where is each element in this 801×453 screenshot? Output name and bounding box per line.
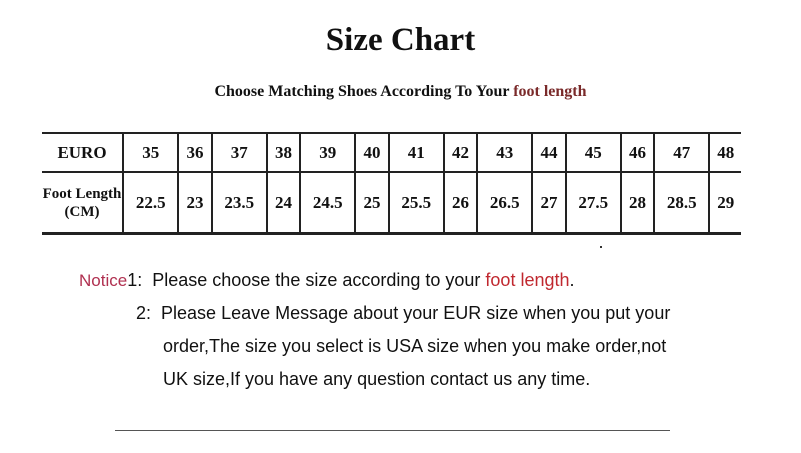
foot-length-cell: 26.5 (476, 172, 534, 234)
notice-line-4: UK size,If you have any question contact… (163, 369, 591, 389)
euro-size-cell: 46 (619, 133, 656, 173)
euro-size-cell: 38 (265, 133, 302, 173)
item-number: 2: (136, 303, 152, 323)
divider (115, 430, 670, 431)
euro-size-cell: 45 (564, 133, 622, 173)
euro-size-cell: 40 (354, 133, 390, 173)
foot-length-cell: 28 (619, 172, 656, 234)
euro-size-cell: 39 (299, 133, 357, 173)
foot-length-cell: 27 (531, 172, 567, 234)
euro-size-cell: 48 (708, 133, 741, 173)
notice-end: . (569, 270, 575, 290)
euro-size-cell: 41 (387, 133, 445, 173)
item-number: 1: (127, 270, 143, 290)
foot-length-cell: 28.5 (653, 172, 711, 234)
dot-mark (600, 246, 602, 248)
foot-length-cell: 25 (354, 172, 390, 234)
euro-size-cell: 42 (442, 133, 479, 173)
notice-text: Please choose the size according to your (152, 270, 486, 290)
euro-size-cell: 47 (653, 133, 711, 173)
euro-size-cell: 35 (121, 133, 180, 173)
foot-length-cell: 29 (708, 172, 741, 234)
euro-size-cell: 44 (531, 133, 567, 173)
subtitle-text: Choose Matching Shoes According To Your (214, 83, 514, 100)
foot-length-cell: 25.5 (387, 172, 445, 234)
notice-text: Please Leave Message about your EUR size… (161, 303, 671, 323)
euro-size-cell: 36 (177, 133, 213, 173)
subtitle-highlight: foot length (513, 83, 587, 100)
euro-size-cell: 37 (210, 133, 268, 173)
foot-length-cell: 26 (442, 172, 479, 234)
subtitle: Choose Matching Shoes According To Your … (0, 83, 801, 101)
foot-length-header: Foot Length (CM) (42, 172, 124, 234)
euro-header: EURO (42, 133, 124, 173)
notice-line-1: Notice1: Please choose the size accordin… (79, 270, 575, 291)
foot-length-cell: 23.5 (210, 172, 268, 234)
notice-line-3: order,The size you select is USA size wh… (163, 336, 667, 356)
foot-length-cell: 27.5 (564, 172, 622, 234)
foot-length-cell: 22.5 (121, 172, 180, 234)
foot-length-cell: 24.5 (299, 172, 357, 234)
page-title: Size Chart (325, 22, 476, 58)
notice-highlight: foot length (485, 270, 570, 290)
notice-label: Notice (79, 271, 128, 290)
size-table: EURO 35 36 37 38 39 40 41 42 43 44 45 46 47 48 Foot Le… (42, 132, 741, 235)
foot-length-cell: 23 (177, 172, 213, 234)
notice-line-2: 2: Please Leave Message about your EUR s… (136, 303, 670, 324)
cm-row: Foot Length (CM) 22.5 23 23.5 24 24.5 25 25.5 26… (42, 172, 741, 234)
euro-row: EURO 35 36 37 38 39 40 41 42 43 44 45 46 47 48 (42, 133, 741, 173)
euro-size-cell: 43 (476, 133, 534, 173)
foot-length-cell: 24 (265, 172, 302, 234)
